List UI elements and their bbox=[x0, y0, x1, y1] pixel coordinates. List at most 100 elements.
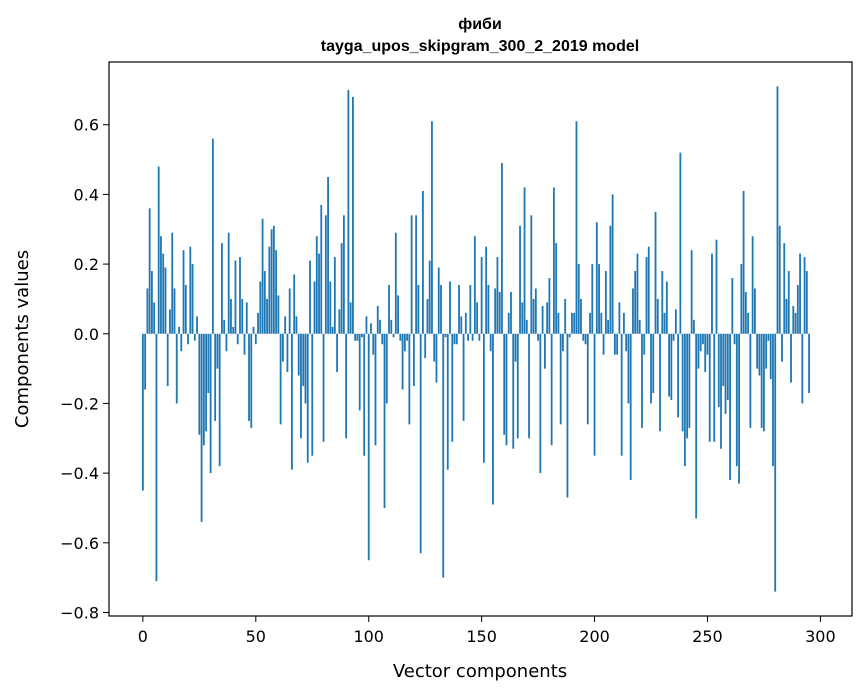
bar-268 bbox=[747, 312, 750, 334]
bar-243 bbox=[690, 250, 693, 334]
bar-86 bbox=[336, 333, 338, 373]
bar-94 bbox=[354, 333, 357, 341]
bar-126 bbox=[426, 298, 429, 334]
bar-72 bbox=[304, 333, 307, 404]
x-axis-ticks: 0 50 100 150 200 250 300 bbox=[138, 616, 836, 646]
bar-23 bbox=[193, 333, 196, 341]
plot-frame bbox=[108, 61, 853, 617]
bar-116 bbox=[403, 333, 406, 352]
bar-62 bbox=[281, 333, 284, 362]
bar-80 bbox=[322, 333, 325, 442]
bar-155 bbox=[492, 333, 494, 505]
bar-281 bbox=[776, 86, 779, 334]
bar-289 bbox=[794, 312, 797, 334]
bar-131 bbox=[437, 267, 440, 334]
bar-73 bbox=[306, 333, 309, 463]
bar-136 bbox=[449, 281, 451, 334]
bar-39 bbox=[230, 298, 232, 334]
bar-81 bbox=[324, 215, 327, 334]
bar-65 bbox=[288, 288, 291, 334]
bar-172 bbox=[530, 215, 533, 334]
bar-113 bbox=[397, 295, 399, 334]
bar-47 bbox=[248, 333, 250, 421]
bar-284 bbox=[783, 243, 786, 334]
bar-291 bbox=[799, 253, 801, 334]
bar-57 bbox=[270, 229, 273, 334]
bar-115 bbox=[401, 333, 404, 390]
bar-165 bbox=[514, 333, 517, 362]
bar-183 bbox=[555, 243, 558, 334]
bar-182 bbox=[552, 187, 555, 334]
bar-140 bbox=[458, 284, 460, 334]
bar-1 bbox=[144, 333, 147, 390]
bars-group bbox=[141, 86, 810, 592]
bar-69 bbox=[297, 333, 300, 376]
bar-40 bbox=[232, 326, 235, 334]
x-tick-label: 50 bbox=[246, 627, 266, 646]
bar-16 bbox=[178, 326, 180, 334]
bar-176 bbox=[539, 333, 542, 474]
bar-5 bbox=[153, 302, 156, 334]
bar-91 bbox=[347, 89, 350, 334]
bar-124 bbox=[422, 190, 424, 334]
bar-221 bbox=[641, 333, 643, 428]
bar-189 bbox=[568, 333, 571, 338]
bar-198 bbox=[589, 312, 591, 334]
y-tick-label: −0.2 bbox=[60, 394, 99, 413]
bar-292 bbox=[801, 333, 804, 404]
bar-53 bbox=[261, 218, 264, 334]
bar-202 bbox=[598, 264, 600, 334]
bar-56 bbox=[268, 246, 271, 334]
bar-186 bbox=[562, 333, 564, 352]
bar-50 bbox=[254, 333, 257, 345]
bar-265 bbox=[740, 264, 743, 334]
bar-76 bbox=[313, 281, 316, 334]
bar-262 bbox=[733, 333, 736, 345]
bar-164 bbox=[512, 333, 515, 449]
bar-103 bbox=[374, 333, 377, 446]
bar-192 bbox=[575, 121, 578, 334]
bar-51 bbox=[257, 312, 259, 334]
bar-151 bbox=[482, 333, 485, 463]
bar-30 bbox=[209, 333, 212, 474]
bar-127 bbox=[428, 260, 431, 334]
bar-211 bbox=[618, 302, 621, 334]
bar-32 bbox=[214, 333, 217, 421]
bar-33 bbox=[216, 333, 219, 369]
bar-142 bbox=[462, 333, 465, 421]
bar-257 bbox=[722, 333, 725, 387]
bar-248 bbox=[702, 333, 704, 345]
bar-114 bbox=[399, 333, 402, 341]
bar-264 bbox=[738, 333, 740, 484]
bar-29 bbox=[207, 333, 210, 393]
bar-88 bbox=[340, 243, 343, 334]
bar-146 bbox=[471, 333, 474, 341]
chart-subtitle: tayga_upos_skipgram_300_2_2019 model bbox=[321, 38, 639, 55]
bar-58 bbox=[272, 225, 275, 334]
bar-83 bbox=[329, 281, 332, 334]
bar-137 bbox=[451, 333, 454, 442]
bar-177 bbox=[541, 305, 544, 334]
bar-49 bbox=[252, 326, 255, 334]
bar-210 bbox=[616, 333, 619, 355]
bar-152 bbox=[485, 246, 488, 334]
bar-203 bbox=[600, 312, 603, 334]
x-tick-label: 200 bbox=[579, 627, 610, 646]
bar-169 bbox=[523, 187, 526, 334]
x-tick-label: 0 bbox=[138, 627, 148, 646]
bar-170 bbox=[525, 319, 528, 334]
bar-258 bbox=[724, 333, 727, 414]
bar-250 bbox=[706, 333, 709, 355]
bar-236 bbox=[674, 309, 677, 334]
bar-14 bbox=[173, 288, 176, 334]
bar-111 bbox=[392, 333, 395, 338]
bar-99 bbox=[365, 316, 368, 334]
bar-162 bbox=[507, 312, 510, 334]
bar-123 bbox=[419, 333, 422, 554]
bar-199 bbox=[591, 264, 594, 334]
bar-147 bbox=[473, 236, 476, 334]
bar-193 bbox=[577, 264, 580, 334]
bar-21 bbox=[189, 246, 192, 334]
bar-238 bbox=[679, 152, 682, 334]
bar-67 bbox=[293, 274, 296, 334]
